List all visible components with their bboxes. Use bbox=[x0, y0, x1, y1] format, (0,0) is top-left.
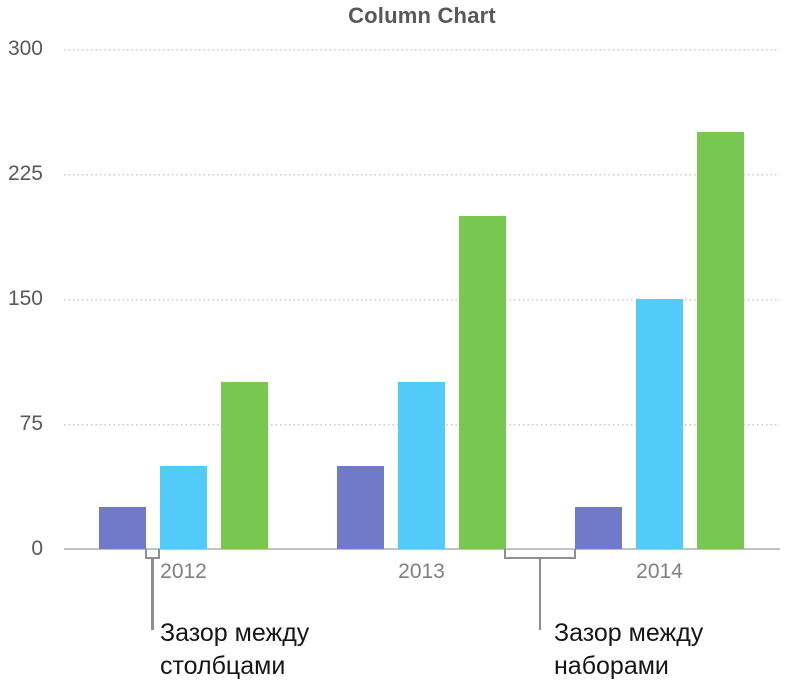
y-axis-tick-label: 150 bbox=[7, 287, 43, 310]
x-axis-label-2012: 2012 bbox=[160, 560, 207, 583]
bar-2013-series-1 bbox=[337, 465, 384, 549]
column-gap-annotation: Зазор между столбцами bbox=[160, 617, 309, 683]
column-gap-annotation-line1: Зазор между bbox=[160, 619, 310, 647]
x-axis-label-2014: 2014 bbox=[636, 560, 683, 583]
y-axis-tick-label: 75 bbox=[19, 412, 43, 435]
gridline-225 bbox=[64, 174, 780, 176]
set-gap-annotation-line2: наборами bbox=[554, 652, 669, 680]
bar-2014-series-1 bbox=[575, 507, 622, 549]
bar-2014-series-3 bbox=[697, 132, 744, 549]
y-axis-tick-label: 300 bbox=[7, 37, 43, 60]
bar-2012-series-3 bbox=[221, 382, 268, 549]
column-gap-callout-line bbox=[151, 558, 154, 630]
gridline-150 bbox=[64, 299, 780, 301]
bar-2013-series-3 bbox=[459, 215, 506, 549]
x-axis-label-2013: 2013 bbox=[398, 560, 445, 583]
chart-title: Column Chart bbox=[348, 3, 496, 28]
set-gap-annotation-line1: Зазор между bbox=[554, 619, 704, 647]
bar-2013-series-2 bbox=[398, 382, 445, 549]
y-axis-tick-label: 225 bbox=[7, 162, 43, 185]
bar-2012-series-1 bbox=[99, 507, 146, 549]
bar-2012-series-2 bbox=[160, 465, 207, 549]
x-axis-line bbox=[64, 548, 780, 550]
set-gap-callout-line bbox=[538, 558, 541, 630]
gridline-300 bbox=[64, 49, 780, 51]
column-gap-annotation-line2: столбцами bbox=[160, 652, 286, 680]
y-axis-tick-label: 0 bbox=[31, 537, 43, 560]
bar-2014-series-2 bbox=[636, 299, 683, 549]
set-gap-annotation: Зазор между наборами bbox=[554, 617, 703, 683]
